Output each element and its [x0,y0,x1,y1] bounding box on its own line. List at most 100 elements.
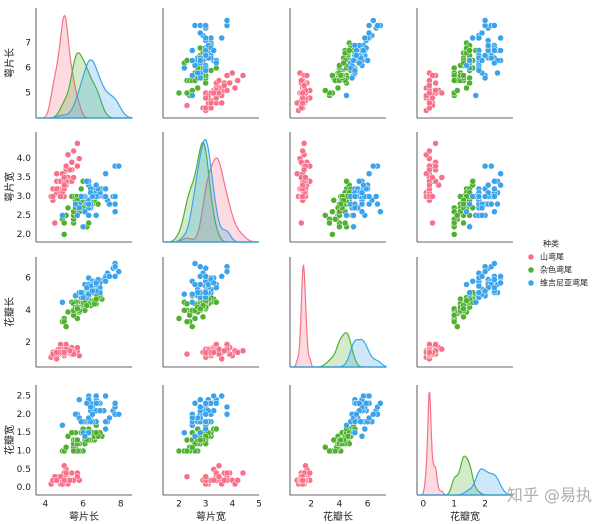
scatter-point [494,69,501,77]
scatter-point [197,429,204,436]
scatter-point [353,411,360,418]
y-tick-label: 2.0 [17,410,32,420]
scatter-point [365,200,373,208]
scatter-point [432,87,439,94]
y-tick-label: 2.5 [17,392,31,402]
scatter-point [432,140,439,147]
scatter-point [450,77,458,84]
scatter-point [365,392,373,400]
scatter-point [337,72,345,79]
scatter-point [344,433,352,440]
scatter-point [466,47,473,54]
scatter-point [92,181,100,189]
scatter-point [340,59,347,67]
scatter-point [429,72,436,79]
y-tick-label: 1.0 [17,447,32,457]
scatter-point [213,284,220,291]
scatter-point [115,162,123,170]
scatter-point [491,185,498,193]
scatter-point [92,392,100,400]
scatter-point [226,79,233,87]
scatter-point [429,94,436,102]
scatter-point [326,219,333,227]
scatter-point [460,313,467,321]
x-tick-label: 6 [80,500,86,510]
scatter-point [60,231,68,238]
scatter-point [70,147,77,155]
scatter-point [70,447,77,455]
scatter-point [497,273,504,280]
scatter-point [102,170,109,177]
scatter-point [189,323,196,330]
scatter-point [450,318,458,325]
y-tick-label: 3.0 [17,192,32,202]
scatter-point [343,422,350,429]
scatter-point [491,22,498,29]
scatter-point [53,185,60,193]
scatter-point [111,263,119,270]
scatter-point [466,223,473,231]
scatter-point [72,200,79,208]
scatter-point [497,170,504,177]
scatter-point [96,407,104,414]
scatter-point [189,290,196,298]
scatter-point [463,208,470,215]
x-tick-label: 4 [337,500,343,510]
scatter-point [497,279,504,287]
scatter-point [202,273,209,280]
x-tick-label: 2 [308,500,314,510]
y-tick-label: 2 [25,338,31,348]
scatter-point [351,67,359,74]
scatter-point [365,414,373,422]
scatter-point [194,84,201,92]
scatter-point [478,273,486,280]
scatter-point [83,302,91,309]
scatter-point [76,204,83,212]
scatter-point [213,400,220,407]
scatter-point [59,212,66,219]
scatter-point [210,47,217,54]
scatter-point [183,318,191,325]
scatter-point [326,447,333,455]
scatter-point [491,59,498,67]
scatter-point [463,297,470,304]
scatter-point [491,193,498,200]
scatter-point [469,278,476,285]
scatter-point [484,181,492,189]
scatter-point [491,284,498,291]
scatter-point [53,170,60,177]
scatter-point [300,82,308,89]
y-tick-label: 4.0 [17,154,32,164]
scatter-point [377,400,384,407]
scatter-point [475,67,483,74]
scatter-point [450,311,458,319]
scatter-point [239,469,247,477]
scatter-point [218,392,225,400]
scatter-point [197,22,204,29]
scatter-point [484,42,492,49]
scatter-point [62,162,70,170]
scatter-point [355,178,363,185]
scatter-point [460,200,467,208]
scatter-point [213,59,220,67]
scatter-point [475,289,483,296]
scatter-point [197,403,204,411]
scatter-point [197,436,204,444]
x-tick-label: 4 [229,500,235,510]
scatter-point [102,193,109,200]
x-tick-label: 2 [482,500,488,510]
scatter-point [85,219,92,227]
scatter-point [372,193,380,200]
scatter-point [426,99,433,107]
x-axis-label: 萼片宽 [196,510,226,523]
scatter-point [460,72,467,79]
scatter-point [302,462,309,469]
scatter-point [343,178,350,185]
scatter-point [478,29,486,37]
scatter-point [377,208,384,215]
scatter-point [478,57,486,64]
scatter-point [57,193,64,200]
scatter-point [299,147,306,155]
scatter-point [102,392,109,400]
scatter-point [475,282,483,290]
